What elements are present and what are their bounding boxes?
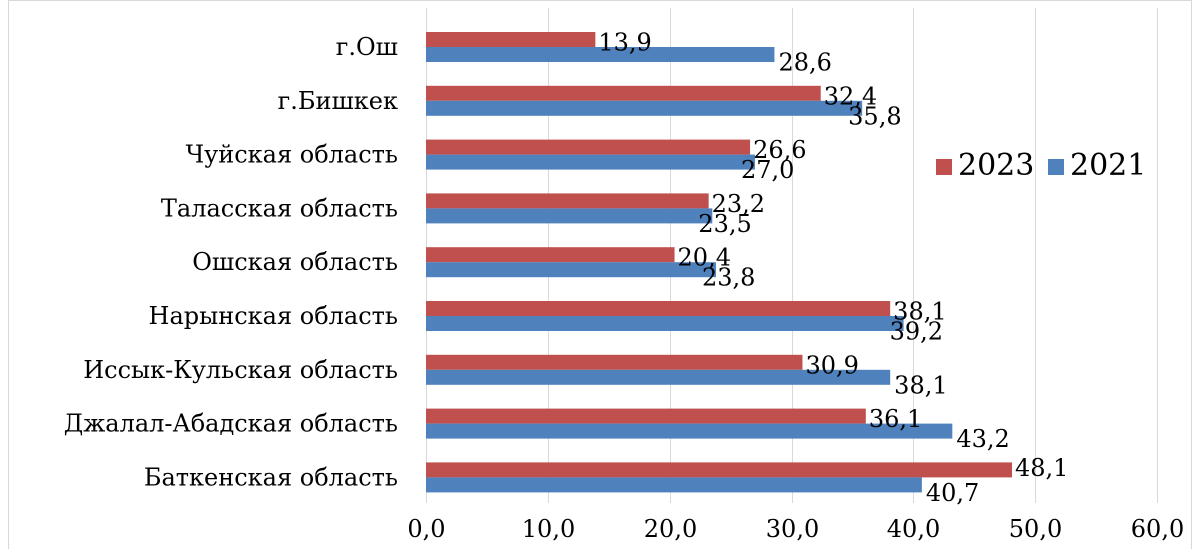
data-label-2023: 38,1 [893,298,946,326]
data-label-2023: 23,2 [712,190,765,218]
legend-label-2021: 2021 [1070,148,1146,183]
data-label-2023: 20,4 [678,244,731,272]
data-label-2021: 27,0 [741,156,794,184]
legend: 2023 2021 [936,148,1146,183]
data-label-2023: 13,9 [598,29,651,57]
data-label-2021: 38,1 [894,371,947,399]
bar-2023 [426,139,751,155]
bar-2023 [426,462,1013,478]
bar-2021 [426,262,716,278]
category-label: Иссык-Кульская область [83,356,398,384]
x-tick-label: 60,0 [1131,515,1184,543]
data-label-2021: 35,8 [848,102,901,130]
data-label-2023: 30,9 [805,351,858,379]
bar-2021 [426,423,953,439]
data-label-2023: 48,1 [1015,454,1068,482]
x-tick-label: 0,0 [407,515,445,543]
data-label-2021: 28,6 [778,49,831,77]
bar-2023 [426,354,803,370]
data-labels: 13,9 28,6 32,435,8 26,627,0 23,223,5 20,423,8… [598,29,1068,507]
category-label: Нарынская область [149,302,398,330]
category-label: Джалал-Абадская область [64,410,398,438]
data-label-2021: 23,5 [698,210,751,238]
bar-2021 [426,47,775,62]
data-label-2021: 39,2 [890,318,943,346]
legend-label-2023: 2023 [958,148,1034,183]
category-label: Баткенская область [144,463,398,491]
bar-2021 [426,100,863,116]
bar-2023 [426,193,709,209]
category-label: Чуйская область [186,141,398,169]
bar-2021 [426,477,922,493]
bar-2023 [426,247,675,263]
data-label-2021: 43,2 [956,425,1009,453]
bar-2023 [426,408,866,424]
legend-swatch-2023 [936,159,952,175]
x-tick-label: 20,0 [644,515,697,543]
legend-swatch-2021 [1048,159,1064,175]
bar-2021 [426,208,713,224]
data-label-2023: 32,4 [824,82,877,110]
x-tick-label: 40,0 [887,515,940,543]
x-axis-ticks: 0,0 10,0 20,0 30,0 40,0 50,0 60,0 [407,515,1184,543]
category-labels: г.Ош г.Бишкек Чуйская область Таласская обл… [64,33,398,491]
bar-2021 [426,369,891,385]
chart-frame [8,0,1192,554]
category-label: г.Бишкек [278,87,398,115]
data-label-2021: 23,8 [702,264,755,292]
bar-2021 [426,154,755,170]
x-tick-label: 30,0 [766,515,819,543]
bar-2023 [426,85,821,101]
category-label: г.Ош [336,33,398,61]
data-label-2021: 40,7 [926,479,979,507]
bar-2021 [426,316,904,331]
category-label: Таласская область [161,194,398,222]
x-tick-label: 50,0 [1009,515,1062,543]
x-tick-label: 10,0 [522,515,575,543]
bar-2023 [426,301,891,316]
category-label: Ошская область [192,248,398,276]
bars [426,32,1013,493]
bar-2023 [426,32,596,47]
data-label-2023: 26,6 [753,136,806,164]
data-label-2023: 36,1 [869,405,922,433]
